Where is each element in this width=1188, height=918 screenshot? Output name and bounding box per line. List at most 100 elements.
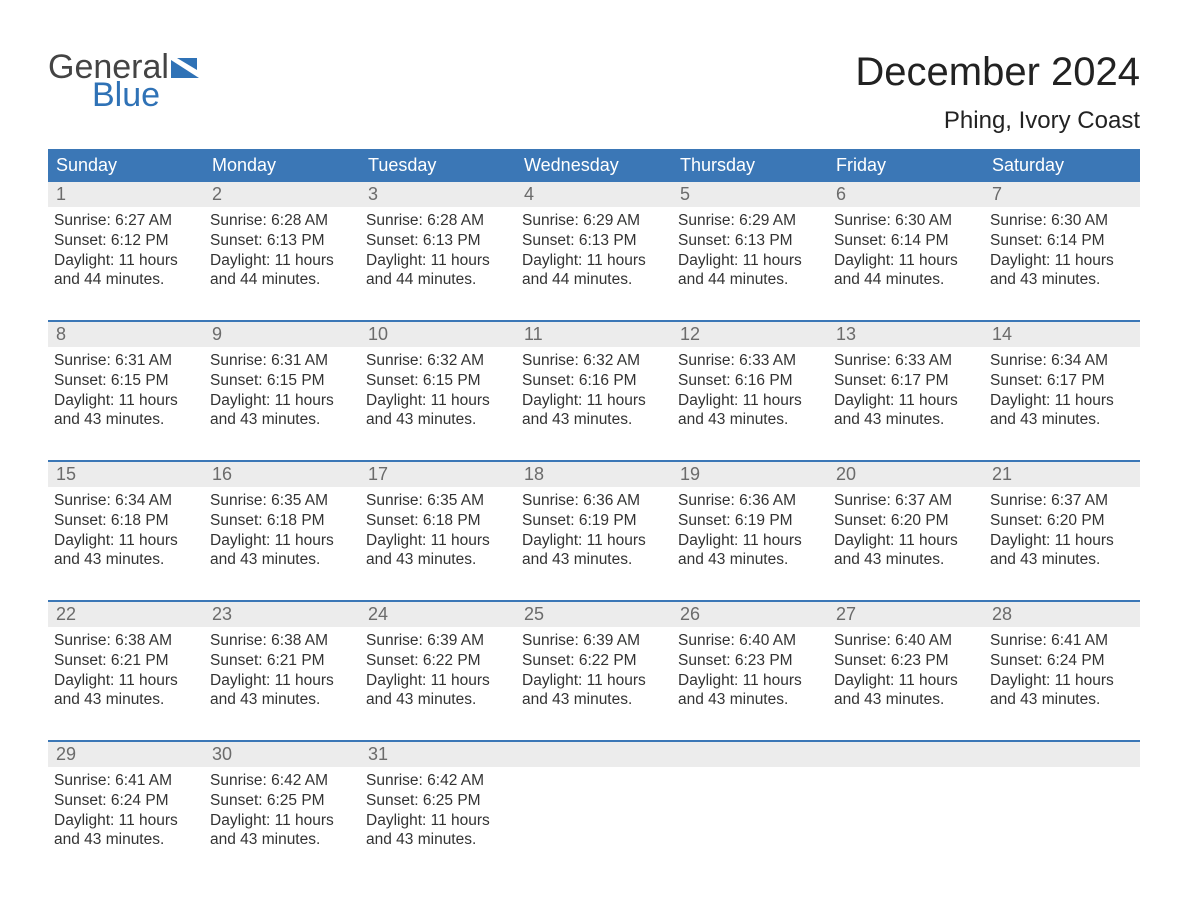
sunset-line: Sunset: 6:21 PM [210, 651, 354, 671]
day-number-row: 8 [48, 322, 204, 347]
sunset-line: Sunset: 6:15 PM [210, 371, 354, 391]
calendar-day: 5Sunrise: 6:29 AMSunset: 6:13 PMDaylight… [672, 182, 828, 302]
calendar-day: 11Sunrise: 6:32 AMSunset: 6:16 PMDayligh… [516, 322, 672, 442]
sunrise-line: Sunrise: 6:36 AM [522, 491, 666, 511]
daylight-line: Daylight: 11 hours and 43 minutes. [678, 391, 822, 431]
sunrise-line: Sunrise: 6:37 AM [990, 491, 1134, 511]
sunset-line: Sunset: 6:23 PM [678, 651, 822, 671]
sunrise-line: Sunrise: 6:29 AM [678, 211, 822, 231]
weekday-header: Sunday [48, 149, 204, 182]
header: General Blue December 2024 Phing, Ivory … [48, 50, 1140, 135]
sunrise-line: Sunrise: 6:28 AM [210, 211, 354, 231]
day-number: 21 [992, 464, 1012, 484]
calendar-day [828, 742, 984, 862]
sunset-line: Sunset: 6:18 PM [54, 511, 198, 531]
day-number-row: 3 [360, 182, 516, 207]
sunset-line: Sunset: 6:23 PM [834, 651, 978, 671]
sunset-line: Sunset: 6:18 PM [210, 511, 354, 531]
logo-word2: Blue [92, 78, 199, 112]
calendar-day: 19Sunrise: 6:36 AMSunset: 6:19 PMDayligh… [672, 462, 828, 582]
calendar-day: 23 Sunrise: 6:38 AMSunset: 6:21 PMDayligh… [204, 602, 360, 722]
day-number-row [516, 742, 672, 767]
title-block: December 2024 Phing, Ivory Coast [855, 50, 1140, 135]
day-number-row: 1 [48, 182, 204, 207]
day-number: 11 [524, 324, 543, 344]
day-number-row: 20 [828, 462, 984, 487]
day-number: 6 [836, 184, 846, 204]
sunrise-line: Sunrise: 6:35 AM [366, 491, 510, 511]
calendar-day: 14Sunrise: 6:34 AMSunset: 6:17 PMDayligh… [984, 322, 1140, 442]
sunset-line: Sunset: 6:17 PM [834, 371, 978, 391]
sunrise-line: Sunrise: 6:34 AM [54, 491, 198, 511]
sunset-line: Sunset: 6:15 PM [366, 371, 510, 391]
daylight-line: Daylight: 11 hours and 43 minutes. [54, 671, 198, 711]
sunrise-line: Sunrise: 6:39 AM [366, 631, 510, 651]
sunrise-line: Sunrise: 6:42 AM [366, 771, 510, 791]
sunrise-line: Sunrise: 6:40 AM [834, 631, 978, 651]
sunrise-line: Sunrise: 6:34 AM [990, 351, 1134, 371]
sunrise-line: Sunrise: 6:40 AM [678, 631, 822, 651]
sunrise-line: Sunrise: 6:33 AM [678, 351, 822, 371]
flag-icon [171, 58, 199, 78]
weekday-header: Tuesday [360, 149, 516, 182]
sunrise-line: Sunrise: 6:31 AM [54, 351, 198, 371]
day-number-row: 18 [516, 462, 672, 487]
calendar-day: 8Sunrise: 6:31 AMSunset: 6:15 PMDaylight… [48, 322, 204, 442]
day-number-row: 26 [672, 602, 828, 627]
daylight-line: Daylight: 11 hours and 44 minutes. [54, 251, 198, 291]
day-number: 31 [368, 744, 388, 764]
calendar-day: 30Sunrise: 6:42 AMSunset: 6:25 PMDayligh… [204, 742, 360, 862]
calendar-day: 2Sunrise: 6:28 AMSunset: 6:13 PMDaylight… [204, 182, 360, 302]
daylight-line: Daylight: 11 hours and 43 minutes. [210, 391, 354, 431]
weekday-header: Saturday [984, 149, 1140, 182]
calendar-week: 22Sunrise: 6:38 AMSunset: 6:21 PMDayligh… [48, 600, 1140, 722]
calendar-day: 31Sunrise: 6:42 AMSunset: 6:25 PMDayligh… [360, 742, 516, 862]
calendar-week: 1Sunrise: 6:27 AMSunset: 6:12 PMDaylight… [48, 182, 1140, 302]
weekday-header: Friday [828, 149, 984, 182]
calendar-day: 28Sunrise: 6:41 AMSunset: 6:24 PMDayligh… [984, 602, 1140, 722]
sunset-line: Sunset: 6:22 PM [366, 651, 510, 671]
sunset-line: Sunset: 6:12 PM [54, 231, 198, 251]
day-number: 23 [212, 604, 232, 624]
daylight-line: Daylight: 11 hours and 43 minutes. [678, 671, 822, 711]
day-number-row: 11 [516, 322, 672, 347]
sunset-line: Sunset: 6:25 PM [366, 791, 510, 811]
daylight-line: Daylight: 11 hours and 43 minutes. [834, 391, 978, 431]
sunrise-line: Sunrise: 6:38 AM [210, 631, 354, 651]
daylight-line: Daylight: 11 hours and 43 minutes. [210, 531, 354, 571]
calendar-day: 26 Sunrise: 6:40 AMSunset: 6:23 PMDayligh… [672, 602, 828, 722]
sunset-line: Sunset: 6:19 PM [522, 511, 666, 531]
calendar-day: 27Sunrise: 6:40 AMSunset: 6:23 PMDayligh… [828, 602, 984, 722]
sunset-line: Sunset: 6:21 PM [54, 651, 198, 671]
calendar-day: 22Sunrise: 6:38 AMSunset: 6:21 PMDayligh… [48, 602, 204, 722]
daylight-line: Daylight: 11 hours and 43 minutes. [366, 531, 510, 571]
sunrise-line: Sunrise: 6:27 AM [54, 211, 198, 231]
day-number-row: 17 [360, 462, 516, 487]
day-number: 14 [992, 324, 1012, 344]
weekday-header: Monday [204, 149, 360, 182]
day-number: 24 [368, 604, 388, 624]
daylight-line: Daylight: 11 hours and 43 minutes. [54, 811, 198, 851]
sunrise-line: Sunrise: 6:35 AM [210, 491, 354, 511]
calendar-day: 20Sunrise: 6:37 AMSunset: 6:20 PMDayligh… [828, 462, 984, 582]
day-number: 17 [368, 464, 388, 484]
daylight-line: Daylight: 11 hours and 43 minutes. [678, 531, 822, 571]
day-number: 3 [368, 184, 378, 204]
calendar-day: 6Sunrise: 6:30 AMSunset: 6:14 PMDaylight… [828, 182, 984, 302]
daylight-line: Daylight: 11 hours and 43 minutes. [834, 671, 978, 711]
calendar-day: 17Sunrise: 6:35 AMSunset: 6:18 PMDayligh… [360, 462, 516, 582]
weekday-header: Thursday [672, 149, 828, 182]
day-number: 4 [524, 184, 534, 204]
daylight-line: Daylight: 11 hours and 43 minutes. [210, 811, 354, 851]
calendar-day: 10Sunrise: 6:32 AMSunset: 6:15 PMDayligh… [360, 322, 516, 442]
day-number-row: 29 [48, 742, 204, 767]
daylight-line: Daylight: 11 hours and 43 minutes. [54, 531, 198, 571]
weeks-container: 1Sunrise: 6:27 AMSunset: 6:12 PMDaylight… [48, 182, 1140, 862]
daylight-line: Daylight: 11 hours and 44 minutes. [834, 251, 978, 291]
daylight-line: Daylight: 11 hours and 43 minutes. [210, 671, 354, 711]
daylight-line: Daylight: 11 hours and 43 minutes. [366, 391, 510, 431]
day-number-row: 21 [984, 462, 1140, 487]
sunrise-line: Sunrise: 6:31 AM [210, 351, 354, 371]
daylight-line: Daylight: 11 hours and 43 minutes. [522, 391, 666, 431]
calendar-day: 18Sunrise: 6:36 AMSunset: 6:19 PMDayligh… [516, 462, 672, 582]
